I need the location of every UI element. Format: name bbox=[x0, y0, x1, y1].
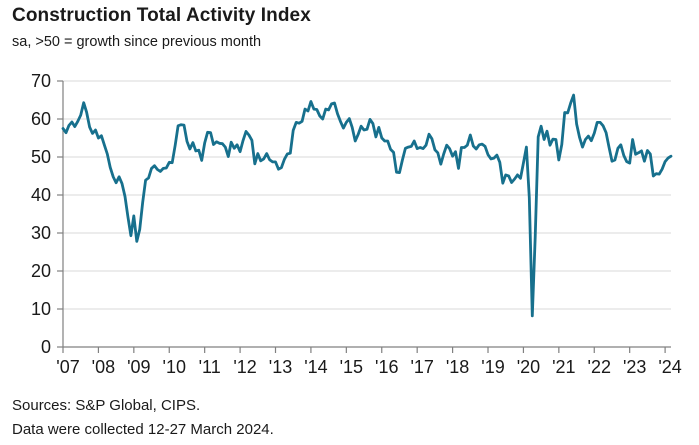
x-tick-label: '20 bbox=[517, 357, 540, 377]
x-tick-label: '12 bbox=[233, 357, 256, 377]
x-tick-label: '19 bbox=[481, 357, 504, 377]
chart-subtitle: sa, >50 = growth since previous month bbox=[12, 34, 262, 50]
x-tick-label: '22 bbox=[588, 357, 611, 377]
y-tick-label: 70 bbox=[31, 71, 51, 91]
y-tick-label: 0 bbox=[41, 337, 51, 357]
x-tick-label: '14 bbox=[304, 357, 327, 377]
x-tick-label: '11 bbox=[199, 357, 221, 377]
source-note: Sources: S&P Global, CIPS. bbox=[12, 397, 201, 414]
x-tick-label: '23 bbox=[623, 357, 646, 377]
x-tick-label: '13 bbox=[269, 357, 292, 377]
x-tick-label: '17 bbox=[410, 357, 433, 377]
collection-date-note: Data were collected 12-27 March 2024. bbox=[12, 421, 274, 438]
y-tick-label: 40 bbox=[31, 185, 51, 205]
x-tick-label: '21 bbox=[552, 357, 575, 377]
x-tick-label: '08 bbox=[92, 357, 115, 377]
y-tick-label: 20 bbox=[31, 261, 51, 281]
activity-index-line bbox=[61, 93, 673, 318]
y-tick-label: 30 bbox=[31, 223, 51, 243]
x-tick-label: '10 bbox=[163, 357, 186, 377]
x-tick-label: '09 bbox=[127, 357, 150, 377]
x-tick-label: '16 bbox=[375, 357, 398, 377]
y-tick-label: 60 bbox=[31, 109, 51, 129]
y-tick-label: 10 bbox=[31, 299, 51, 319]
x-tick-label: '15 bbox=[340, 357, 363, 377]
x-tick-label: '24 bbox=[658, 357, 681, 377]
chart-title: Construction Total Activity Index bbox=[12, 5, 311, 26]
x-tick-label: '07 bbox=[56, 357, 79, 377]
y-tick-label: 50 bbox=[31, 147, 51, 167]
x-tick-label: '18 bbox=[446, 357, 469, 377]
